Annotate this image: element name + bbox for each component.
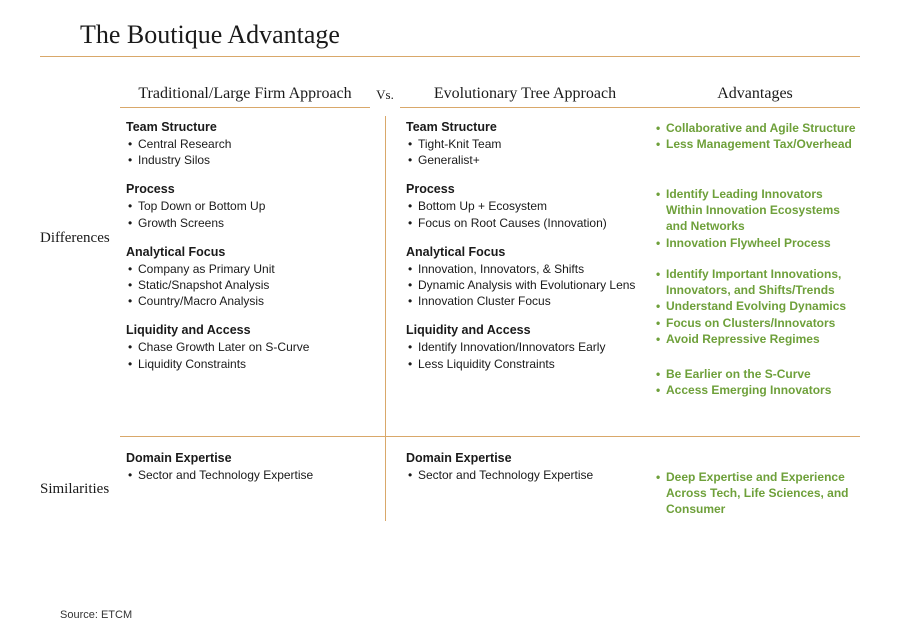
list-item: Growth Screens: [128, 215, 370, 231]
list-item: Chase Growth Later on S-Curve: [128, 339, 370, 355]
list-item: Sector and Technology Expertise: [128, 467, 370, 483]
block-list: Sector and Technology Expertise: [406, 467, 650, 483]
advantage-list: Identify Important Innovations, Innovato…: [656, 266, 860, 347]
content-block: Team Structure Tight-Knit TeamGeneralist+: [400, 120, 650, 168]
block-list: Company as Primary UnitStatic/Snapshot A…: [126, 261, 370, 310]
block-title: Process: [406, 182, 650, 196]
advantage-item: Access Emerging Innovators: [656, 382, 860, 398]
similarities-left-col: Domain Expertise Sector and Technology Ex…: [120, 451, 370, 497]
list-item: Static/Snapshot Analysis: [128, 277, 370, 293]
advantage-group: Deep Expertise and Experience Across Tec…: [656, 469, 860, 518]
block-list: Tight-Knit TeamGeneralist+: [406, 136, 650, 168]
content-block: Process Bottom Up + EcosystemFocus on Roo…: [400, 182, 650, 230]
similarities-advantages-col: Deep Expertise and Experience Across Tec…: [650, 451, 860, 532]
content-block: Analytical Focus Company as Primary UnitS…: [120, 245, 370, 310]
block-title: Liquidity and Access: [126, 323, 370, 337]
vs-label: Vs.: [370, 85, 400, 103]
block-list: Chase Growth Later on S-CurveLiquidity C…: [126, 339, 370, 371]
advantage-item: Be Earlier on the S-Curve: [656, 366, 860, 382]
content-block: Liquidity and Access Chase Growth Later o…: [120, 323, 370, 371]
block-list: Sector and Technology Expertise: [126, 467, 370, 483]
advantage-list: Collaborative and Agile StructureLess Ma…: [656, 120, 860, 152]
col-header-left: Traditional/Large Firm Approach: [120, 85, 370, 108]
content-block: Liquidity and Access Identify Innovation/…: [400, 323, 650, 371]
advantage-group: Collaborative and Agile StructureLess Ma…: [656, 120, 860, 172]
content-block: Domain Expertise Sector and Technology Ex…: [120, 451, 370, 483]
row-label-similarities: Similarities: [40, 451, 120, 498]
list-item: Generalist+: [408, 152, 650, 168]
list-item: Liquidity Constraints: [128, 356, 370, 372]
advantage-item: Understand Evolving Dynamics: [656, 298, 860, 314]
similarities-section: Similarities Domain Expertise Sector and …: [40, 451, 860, 532]
block-list: Bottom Up + EcosystemFocus on Root Cause…: [406, 198, 650, 230]
divider-vertical: [385, 116, 386, 446]
list-item: Bottom Up + Ecosystem: [408, 198, 650, 214]
list-item: Central Research: [128, 136, 370, 152]
block-title: Liquidity and Access: [406, 323, 650, 337]
page-title: The Boutique Advantage: [40, 20, 860, 57]
list-item: Innovation, Innovators, & Shifts: [408, 261, 650, 277]
differences-left-col: Team Structure Central ResearchIndustry S…: [120, 120, 370, 386]
header-row: Traditional/Large Firm Approach Vs. Evol…: [40, 85, 860, 120]
content-block: Domain Expertise Sector and Technology Ex…: [400, 451, 650, 483]
list-item: Industry Silos: [128, 152, 370, 168]
list-item: Top Down or Bottom Up: [128, 198, 370, 214]
col-header-advantages: Advantages: [650, 85, 860, 108]
advantage-item: Focus on Clusters/Innovators: [656, 315, 860, 331]
advantage-item: Collaborative and Agile Structure: [656, 120, 860, 136]
differences-right-col: Team Structure Tight-Knit TeamGeneralist+…: [400, 120, 650, 386]
content-block: Process Top Down or Bottom UpGrowth Scree…: [120, 182, 370, 230]
col-header-right: Evolutionary Tree Approach: [400, 85, 650, 108]
list-item: Country/Macro Analysis: [128, 293, 370, 309]
list-item: Identify Innovation/Innovators Early: [408, 339, 650, 355]
advantage-list: Deep Expertise and Experience Across Tec…: [656, 469, 860, 518]
list-item: Sector and Technology Expertise: [408, 467, 650, 483]
content-block: Team Structure Central ResearchIndustry S…: [120, 120, 370, 168]
advantage-group: Be Earlier on the S-CurveAccess Emerging…: [656, 366, 860, 416]
advantage-item: Identify Important Innovations, Innovato…: [656, 266, 860, 298]
differences-section: Differences Team Structure Central Resear…: [40, 120, 860, 430]
block-title: Domain Expertise: [406, 451, 650, 465]
advantage-item: Less Management Tax/Overhead: [656, 136, 860, 152]
similarities-right-col: Domain Expertise Sector and Technology Ex…: [400, 451, 650, 497]
source-label: Source: ETCM: [60, 609, 132, 621]
advantage-list: Be Earlier on the S-CurveAccess Emerging…: [656, 366, 860, 398]
divider-horizontal: [120, 436, 860, 437]
list-item: Company as Primary Unit: [128, 261, 370, 277]
advantage-item: Avoid Repressive Regimes: [656, 331, 860, 347]
differences-advantages-col: Collaborative and Agile StructureLess Ma…: [650, 120, 860, 430]
divider-vertical-sim: [385, 431, 386, 521]
advantage-item: Innovation Flywheel Process: [656, 235, 860, 251]
row-label-differences: Differences: [40, 120, 120, 247]
advantage-list: Identify Leading Innovators Within Innov…: [656, 186, 860, 251]
advantage-group: Identify Leading Innovators Within Innov…: [656, 186, 860, 252]
block-list: Top Down or Bottom UpGrowth Screens: [126, 198, 370, 230]
list-item: Tight-Knit Team: [408, 136, 650, 152]
block-title: Team Structure: [126, 120, 370, 134]
block-list: Identify Innovation/Innovators EarlyLess…: [406, 339, 650, 371]
content-block: Analytical Focus Innovation, Innovators, …: [400, 245, 650, 310]
block-list: Central ResearchIndustry Silos: [126, 136, 370, 168]
list-item: Less Liquidity Constraints: [408, 356, 650, 372]
list-item: Innovation Cluster Focus: [408, 293, 650, 309]
block-title: Process: [126, 182, 370, 196]
header-spacer: [40, 85, 120, 86]
advantage-item: Identify Leading Innovators Within Innov…: [656, 186, 860, 235]
block-title: Analytical Focus: [406, 245, 650, 259]
list-item: Dynamic Analysis with Evolutionary Lens: [408, 277, 650, 293]
block-title: Team Structure: [406, 120, 650, 134]
advantage-item: Deep Expertise and Experience Across Tec…: [656, 469, 860, 518]
block-list: Innovation, Innovators, & ShiftsDynamic …: [406, 261, 650, 310]
block-title: Domain Expertise: [126, 451, 370, 465]
block-title: Analytical Focus: [126, 245, 370, 259]
advantage-group: Identify Important Innovations, Innovato…: [656, 266, 860, 352]
list-item: Focus on Root Causes (Innovation): [408, 215, 650, 231]
